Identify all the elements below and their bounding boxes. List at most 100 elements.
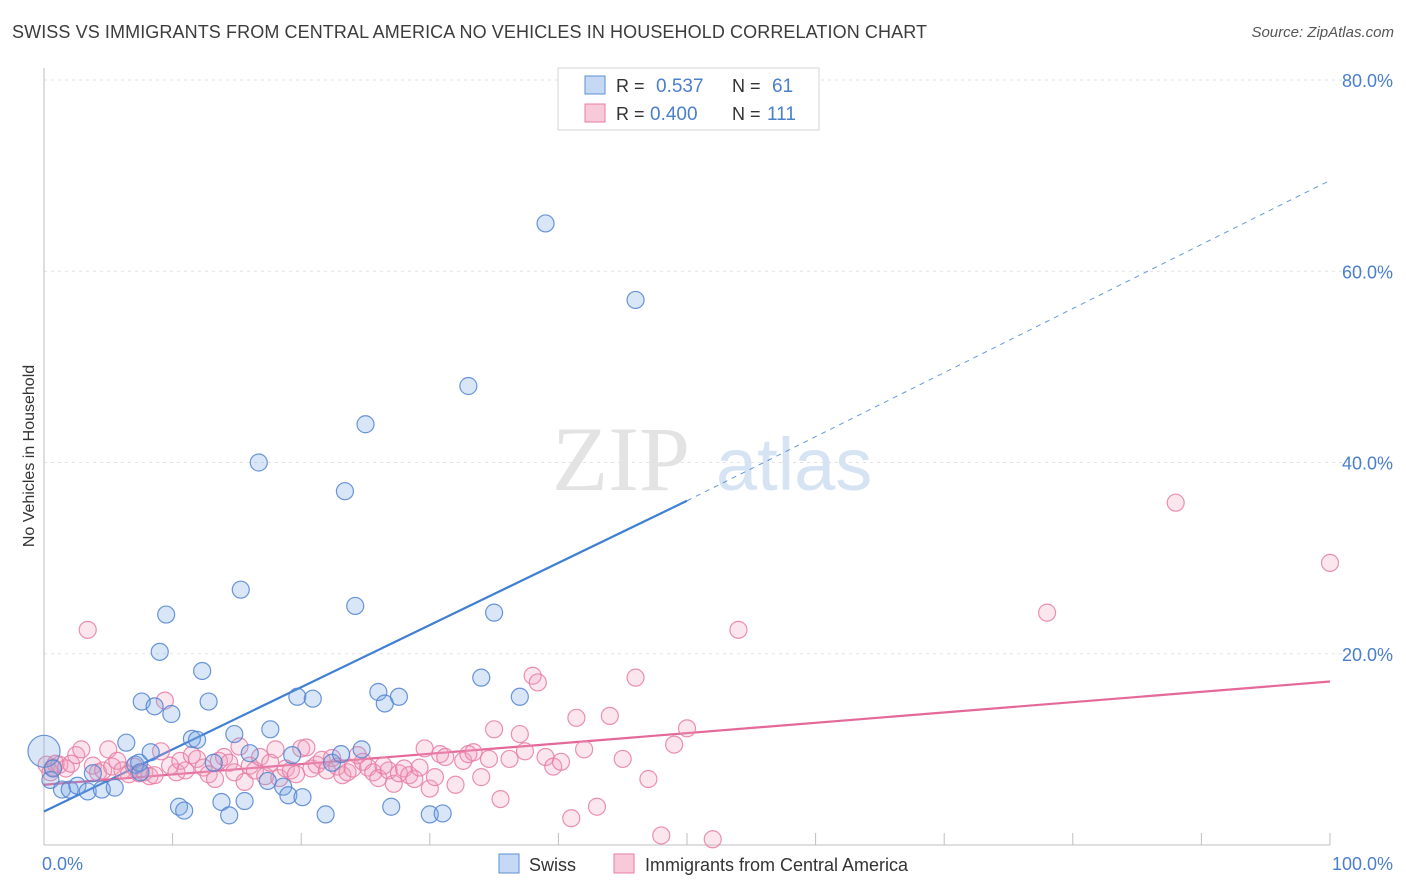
swiss-point (389, 687, 409, 706)
swiss-point (157, 605, 176, 624)
legend-n-label-central-america: N = (732, 104, 761, 124)
central-america-point (575, 740, 594, 759)
swiss-point (78, 782, 97, 801)
swiss-point (536, 214, 555, 233)
central-america-point (176, 761, 195, 780)
central-america-point (61, 754, 81, 773)
central-america-point (214, 747, 234, 767)
central-america-point (703, 830, 722, 849)
tick-labels: 20.0% 40.0% 60.0% 80.0% 0.0% 100.0% (42, 71, 1393, 874)
legend-bottom-label-central-america: Immigrants from Central America (645, 855, 909, 875)
swiss-point (485, 603, 504, 622)
central-america-point (479, 749, 499, 769)
central-america-point (108, 751, 127, 770)
swiss-point (130, 753, 149, 772)
central-america-point (286, 765, 306, 784)
central-america-point (491, 789, 510, 809)
central-america-point (1166, 493, 1185, 512)
watermark-zip: ZIP (552, 408, 690, 510)
swiss-point (43, 759, 63, 778)
swiss-point (420, 805, 439, 824)
swiss-point (162, 704, 181, 724)
central-america-point (333, 766, 352, 785)
swiss-point (240, 744, 259, 763)
central-america-point (322, 748, 342, 768)
trendline-extension-swiss (686, 179, 1331, 502)
central-america-point (220, 753, 239, 772)
swiss-point (235, 791, 254, 811)
source-credit: Source: ZipAtlas.com (1251, 24, 1394, 41)
central-america-point (364, 763, 383, 782)
swiss-point (331, 745, 351, 764)
y-tick-label: 80.0% (1342, 71, 1393, 91)
central-america-point (500, 749, 519, 769)
central-america-point (245, 761, 265, 780)
central-america-point (415, 739, 434, 758)
legend-r-label-swiss: R = (616, 76, 645, 96)
swiss-point (150, 642, 169, 661)
swiss-point (288, 687, 307, 706)
central-america-point (562, 809, 581, 828)
central-america-point (343, 759, 362, 778)
central-america-point (425, 768, 445, 787)
central-america-point (626, 668, 645, 687)
swiss-point (356, 415, 375, 434)
swiss-point (433, 804, 452, 823)
legend-n-value-central-america: 111 (767, 104, 796, 125)
legend-top: R = 0.537 N = 61 R = 0.400 N = 111 (557, 67, 820, 131)
legend-bottom-swatch-central-america (613, 853, 635, 874)
legend-bottom-swatch-swiss (498, 853, 520, 874)
central-america-point (600, 706, 619, 726)
y-axis-label: No Vehicles in Household (21, 365, 38, 547)
swiss-point (382, 797, 401, 816)
data-points (27, 214, 1340, 849)
swiss-point (105, 778, 124, 797)
swiss-point (279, 786, 298, 805)
swiss-point (258, 771, 277, 791)
swiss-point (261, 720, 280, 739)
swiss-point (249, 453, 268, 472)
central-america-point (587, 797, 607, 816)
central-america-point (485, 720, 504, 739)
swiss-point (204, 753, 223, 772)
central-america-point (510, 724, 529, 744)
central-america-point (140, 767, 159, 786)
swiss-point (141, 743, 160, 762)
central-america-point (405, 769, 424, 789)
central-america-point (72, 740, 91, 759)
legend-swatch-swiss (584, 75, 606, 95)
swiss-point (335, 482, 355, 501)
swiss-point (459, 376, 478, 396)
central-america-point (613, 749, 632, 769)
swiss-point (225, 724, 244, 744)
central-america-point (266, 740, 285, 759)
swiss-point (145, 697, 164, 716)
central-america-point (652, 826, 671, 845)
central-america-point (567, 708, 586, 727)
swiss-point (68, 776, 87, 795)
central-america-point (94, 761, 113, 780)
grid-lines (44, 79, 1392, 655)
chart-title: SWISS VS IMMIGRANTS FROM CENTRAL AMERICA… (12, 22, 928, 42)
legend-r-value-central-america: 0.400 (650, 104, 698, 125)
axes (43, 68, 1331, 846)
swiss-point (293, 788, 312, 807)
swiss-point (175, 801, 194, 820)
central-america-point (551, 752, 571, 771)
x-tick-label: 0.0% (42, 854, 83, 874)
legend-n-label-swiss: N = (732, 76, 761, 96)
central-america-point (677, 719, 697, 738)
swiss-point (352, 740, 371, 759)
legend-n-value-swiss: 61 (772, 76, 793, 97)
central-america-point (379, 761, 398, 780)
central-america-point (67, 746, 86, 765)
legend-swatch-central-america (584, 103, 606, 123)
swiss-point (316, 805, 335, 824)
central-america-point (130, 764, 149, 783)
central-america-point (472, 768, 491, 787)
central-america-point (528, 673, 547, 692)
swiss-point (626, 290, 645, 310)
central-america-point (420, 779, 439, 798)
y-tick-label: 40.0% (1342, 454, 1393, 474)
